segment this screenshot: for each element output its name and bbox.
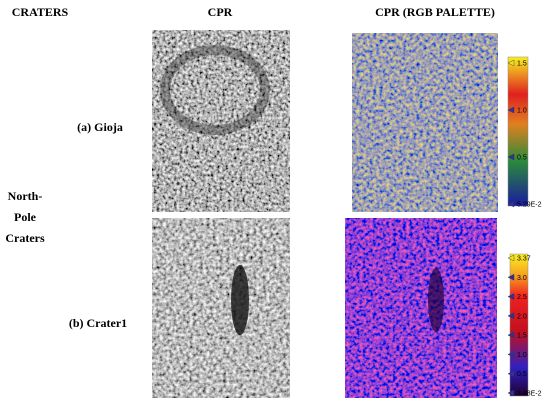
colorbar-pointer <box>507 153 515 161</box>
colorbar-label: 1.5 <box>517 333 527 340</box>
colorbar-pointer <box>507 389 515 397</box>
side-label: Craters <box>5 231 45 245</box>
colorbar-pointer <box>507 59 515 67</box>
colorbar-pointer <box>507 331 515 339</box>
cpr-image <box>152 218 290 398</box>
colorbar-label: 5.29E-2 <box>517 202 542 209</box>
column-header: CRATERS <box>12 5 69 19</box>
rgb-image <box>345 218 497 398</box>
column-header: CPR <box>208 5 233 19</box>
crater-shadow <box>428 268 444 332</box>
colorbar-pointer <box>507 200 515 208</box>
colorbar <box>509 253 529 397</box>
colorbar-pointer <box>507 351 515 358</box>
column-header: CPR (RGB PALETTE) <box>375 5 495 19</box>
row-label: (b) Crater1 <box>69 316 127 330</box>
colorbar-label: 3.88E-2 <box>517 391 542 398</box>
colorbar-label: 0.5 <box>517 371 527 378</box>
side-label: Pole <box>14 210 37 224</box>
side-label: North- <box>8 189 43 203</box>
colorbar-label: 1.0 <box>517 108 527 115</box>
colorbar-pointer <box>507 312 515 320</box>
colorbar-label: 3.37 <box>517 256 531 263</box>
colorbar-pointer <box>507 254 515 262</box>
colorbar-label: 1.0 <box>517 352 527 359</box>
colorbar-label: 0.5 <box>517 155 527 162</box>
colorbar <box>507 56 529 207</box>
cpr-image <box>152 30 290 212</box>
colorbar-label: 3.0 <box>517 275 527 282</box>
row-label: (a) Gioja <box>77 120 123 134</box>
rgb-image <box>352 33 498 212</box>
colorbar-pointer <box>507 370 515 378</box>
colorbar-pointer <box>507 106 515 114</box>
colorbar-label: 2.0 <box>517 313 527 320</box>
colorbar-label: 1.5 <box>517 61 527 68</box>
colorbar-pointer <box>507 293 515 300</box>
crater-shadow <box>231 265 249 335</box>
colorbar-pointer <box>507 273 515 281</box>
crater-rim <box>160 45 270 135</box>
colorbar-label: 2.5 <box>517 294 527 301</box>
